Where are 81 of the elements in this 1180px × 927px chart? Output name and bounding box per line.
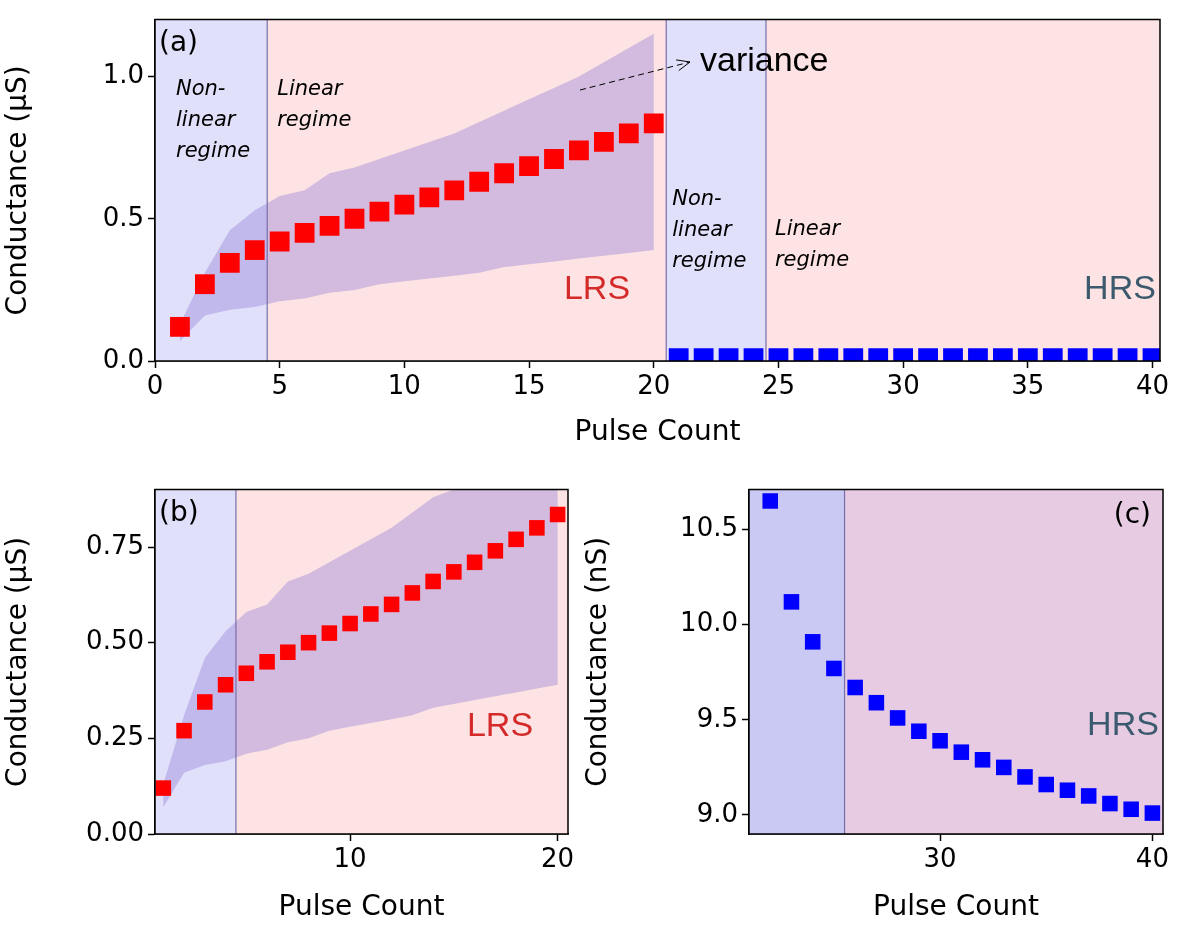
- x-tick-label: 40: [1135, 843, 1169, 874]
- y-tick-label: 0.25: [86, 721, 144, 752]
- point: [446, 564, 462, 580]
- point: [1017, 769, 1033, 785]
- point: [238, 665, 255, 682]
- point: [911, 723, 927, 740]
- y-tick-label: 0.50: [86, 625, 144, 656]
- y-tick-label: 10.5: [680, 512, 738, 543]
- point: [155, 780, 172, 796]
- annotation: LRS: [563, 268, 631, 307]
- point: [953, 744, 970, 760]
- point: [259, 654, 275, 670]
- annotation: variance: [700, 40, 829, 79]
- point: [363, 606, 379, 622]
- point: [508, 531, 524, 548]
- x-tick-label: 10: [333, 843, 367, 874]
- point: [300, 634, 317, 651]
- x-axis-title: Pulse Count: [873, 889, 1039, 923]
- annotation: HRS: [1084, 268, 1156, 307]
- point: [868, 694, 885, 711]
- point: [529, 520, 545, 536]
- point: [549, 506, 566, 523]
- point: [932, 732, 948, 749]
- point: [176, 722, 192, 739]
- band-label: Linear regime: [774, 216, 850, 271]
- x-tick-label: 5: [271, 370, 288, 401]
- band-label: Linear regime: [277, 76, 352, 131]
- point: [783, 594, 800, 610]
- x-tick-label: 30: [923, 843, 957, 874]
- point: [847, 679, 863, 696]
- x-tick-label: 35: [1011, 370, 1045, 401]
- y-tick-label: 0.75: [86, 529, 144, 560]
- point: [1102, 795, 1118, 812]
- band-label: Non- linear regime: [176, 76, 251, 162]
- y-tick-label: 9.5: [696, 702, 738, 733]
- x-tick-label: 20: [637, 370, 671, 401]
- point: [1080, 788, 1097, 804]
- y-tick-label: 0.00: [86, 816, 144, 847]
- annotation: (a): [159, 24, 199, 58]
- x-tick-label: 0: [146, 370, 164, 401]
- point: [762, 493, 779, 509]
- x-tick-label: 40: [1135, 370, 1170, 401]
- point: [280, 644, 296, 661]
- point: [383, 596, 400, 613]
- point: [217, 676, 234, 693]
- y-tick-label: 0.5: [102, 201, 144, 232]
- x-tick-label: 20: [541, 843, 575, 874]
- x-tick-label: 30: [886, 370, 920, 401]
- x-axis-title: Pulse Count: [574, 414, 741, 448]
- y-axis-title: Conductance (nS): [580, 536, 614, 787]
- point: [1038, 776, 1055, 793]
- x-tick-label: 10: [387, 370, 421, 401]
- point: [889, 710, 906, 726]
- y-tick-label: 0.0: [102, 343, 144, 374]
- point: [487, 543, 504, 559]
- annotation: (b): [159, 494, 199, 528]
- x-tick-label: 15: [512, 370, 546, 401]
- point: [466, 554, 483, 571]
- point: [1123, 801, 1139, 818]
- y-tick-label: 10.0: [680, 607, 738, 638]
- x-tick-label: 25: [761, 370, 795, 401]
- point: [1059, 782, 1076, 799]
- annotation: LRS: [466, 705, 534, 744]
- band-label: Non- linear regime: [672, 186, 747, 272]
- point: [404, 585, 421, 601]
- y-axis-title: Conductance (μS): [0, 65, 34, 316]
- y-tick-label: 1.0: [102, 59, 144, 90]
- point: [1144, 805, 1161, 821]
- y-tick-label: 9.0: [696, 797, 738, 828]
- x-axis-title: Pulse Count: [278, 889, 445, 923]
- annotation: HRS: [1087, 704, 1159, 743]
- point: [342, 615, 358, 632]
- point: [995, 759, 1012, 776]
- point: [321, 625, 338, 641]
- point: [974, 752, 991, 768]
- point: [804, 634, 821, 650]
- y-axis-title: Conductance (μS): [0, 536, 34, 787]
- point: [425, 573, 441, 590]
- annotation: (c): [1113, 496, 1151, 530]
- point: [197, 694, 213, 710]
- point: [826, 660, 842, 677]
